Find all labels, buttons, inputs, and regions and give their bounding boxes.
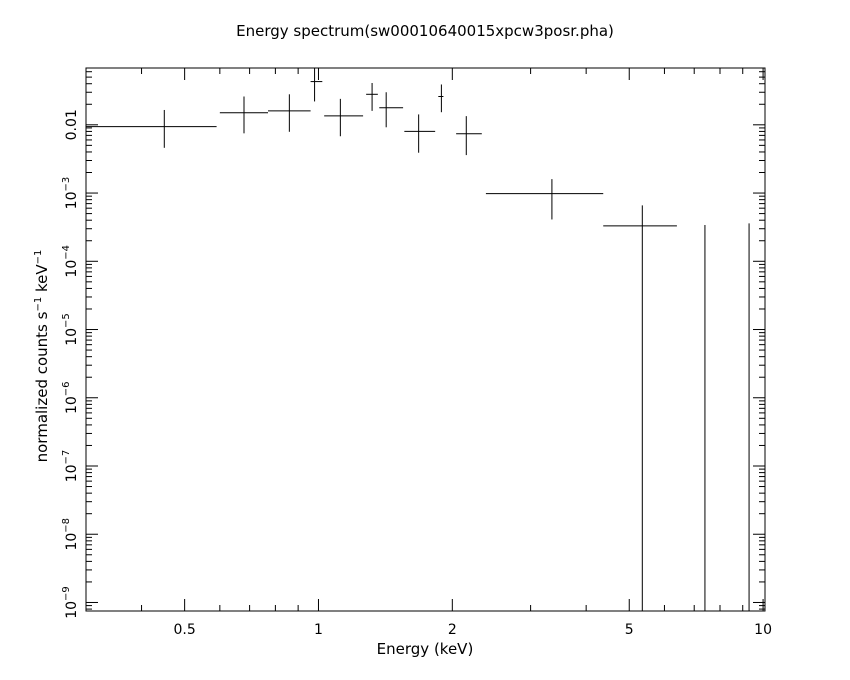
tick-labels: 0.5 1 2 5 10 0.01 10−3 10−4 10−5 10−6 10−7 10−8 10−9 — [61, 109, 772, 638]
x-tick-label: 0.5 — [174, 622, 196, 638]
data-point — [366, 82, 378, 111]
data-points — [86, 68, 750, 611]
chart-title: Energy spectrum(sw00010640015xpcw3posr.p… — [236, 22, 614, 40]
x-axis-label: Energy (keV) — [376, 640, 474, 658]
y-tick-label: 10−6 — [61, 381, 80, 414]
y-axis-label: normalized counts s−1 keV−1 — [33, 249, 51, 463]
x-tick-label: 10 — [754, 622, 772, 638]
y-tick-label: 10−7 — [61, 450, 80, 483]
data-point — [379, 92, 404, 128]
data-point — [404, 114, 436, 153]
plot-frame — [85, 67, 766, 612]
data-point — [438, 84, 444, 113]
data-point — [268, 94, 311, 132]
data-point — [310, 68, 323, 102]
data-point — [219, 96, 269, 134]
x-tick-label: 5 — [625, 622, 634, 638]
x-tick-label: 2 — [448, 622, 457, 638]
data-point — [324, 98, 364, 137]
y-tick-label: 10−8 — [61, 518, 80, 551]
axis-ticks — [85, 68, 765, 611]
data-point — [86, 109, 217, 148]
y-tick-label: 10−4 — [61, 245, 80, 278]
data-point — [456, 116, 482, 156]
data-point — [485, 179, 604, 220]
y-tick-label: 10−5 — [61, 313, 80, 346]
y-tick-label: 10−9 — [61, 586, 80, 619]
x-tick-label: 1 — [314, 622, 323, 638]
data-point — [603, 205, 677, 611]
y-tick-label: 0.01 — [64, 109, 80, 140]
y-tick-label: 10−3 — [61, 177, 80, 210]
